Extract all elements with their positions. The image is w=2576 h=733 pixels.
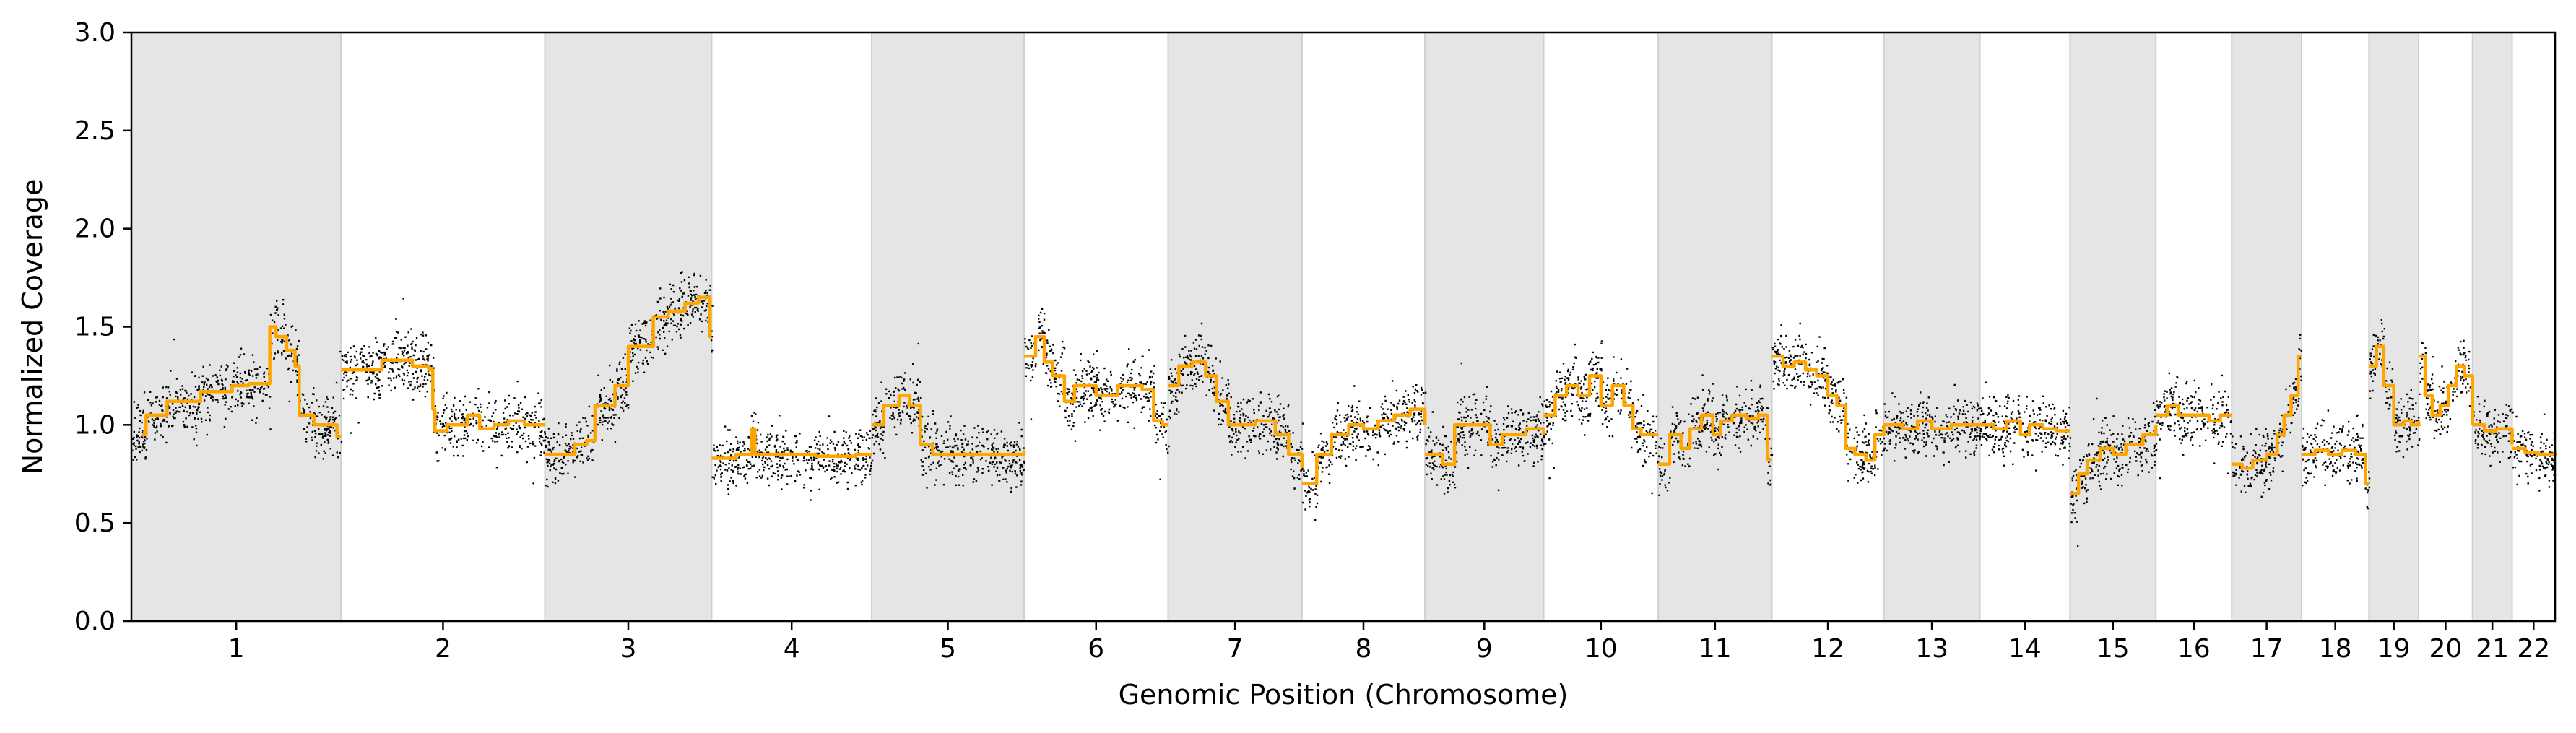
- plot-frame: [130, 31, 2557, 623]
- x-axis-label: Genomic Position (Chromosome): [1119, 679, 1569, 711]
- chromosome-21-shade: [2472, 32, 2512, 621]
- chromosome-8-points: [1301, 380, 1427, 521]
- chromosome-7-shade: [1168, 32, 1302, 621]
- chromosome-20-segment-line: [2419, 355, 2474, 425]
- x-tick-label-5: 5: [940, 634, 956, 664]
- chromosome-2-segment-line: [341, 358, 545, 433]
- chromosome-18-points: [2302, 409, 2371, 510]
- chromosome-15-points: [2070, 397, 2158, 547]
- y-tick-label-2.5: 2.5: [74, 116, 116, 146]
- x-tick-label-14: 14: [2008, 634, 2042, 664]
- chromosome-1-points: [131, 299, 343, 461]
- x-tick-label-16: 16: [2177, 634, 2211, 664]
- x-tick-label-12: 12: [1811, 634, 1844, 664]
- chromosome-16-segment-line: [2156, 403, 2232, 423]
- y-tick-label-1.5: 1.5: [74, 313, 116, 342]
- chromosome-7-segment-line: [1168, 360, 1304, 469]
- chromosome-19-segment-line: [2369, 344, 2421, 427]
- x-tick-label-11: 11: [1699, 634, 1732, 664]
- chromosome-18-segment-line: [2302, 448, 2369, 486]
- chromosome-15-segment-line: [2070, 425, 2158, 495]
- chromosome-1-shade: [131, 32, 342, 621]
- chromosome-17-segment-line: [2232, 355, 2302, 470]
- x-tick-label-3: 3: [620, 634, 637, 664]
- y-axis: 0.0 0.5 1.0 1.5 2.0 2.5 3.0: [74, 18, 131, 636]
- segment-lines: [142, 295, 2557, 495]
- x-tick-label-13: 13: [1915, 634, 1948, 664]
- x-tick-label-7: 7: [1227, 634, 1244, 664]
- chromosome-11-segment-line: [1658, 413, 1772, 466]
- x-tick-label-9: 9: [1476, 634, 1493, 664]
- x-tick-label-15: 15: [2096, 634, 2130, 664]
- chromosome-20-points: [2419, 339, 2474, 439]
- x-axis: 1 2 3 4 5 6 7 8 9 10 11 12 13 14 15 16 17 18 19 20 21 22: [228, 621, 2550, 664]
- chromosome-12-segment-line: [1771, 355, 1886, 462]
- x-tick-label-4: 4: [784, 634, 800, 664]
- y-axis-label: Normalized Coverage: [17, 179, 48, 475]
- chromosome-9-shade: [1425, 32, 1544, 621]
- chromosome-shading: [131, 32, 2513, 621]
- chromosome-19-shade: [2369, 32, 2419, 621]
- chromosome-9-segment-line: [1425, 423, 1545, 466]
- y-tick-label-0.0: 0.0: [74, 607, 116, 636]
- chromosome-1-segment-line: [142, 325, 342, 438]
- x-tick-label-22: 22: [2517, 634, 2550, 664]
- chromosome-14-segment-line: [1979, 419, 2070, 437]
- chromosome-2-points: [341, 298, 547, 485]
- x-tick-label-18: 18: [2319, 634, 2352, 664]
- chromosome-3-segment-line: [545, 295, 712, 456]
- chromosome-22-points: [2512, 413, 2557, 492]
- chromosome-13-points: [1883, 383, 1982, 467]
- chromosome-13-shade: [1883, 32, 1980, 621]
- chromosome-14-points: [1979, 381, 2072, 472]
- y-tick-label-1.0: 1.0: [74, 410, 116, 440]
- x-tick-label-10: 10: [1584, 634, 1618, 664]
- chromosome-9-points: [1425, 362, 1545, 495]
- chromosome-15-shade: [2070, 32, 2156, 621]
- chromosome-17-shade: [2232, 32, 2302, 621]
- chromosome-21-segment-line: [2472, 423, 2514, 445]
- x-tick-label-6: 6: [1088, 634, 1104, 664]
- plot-border: [130, 31, 2557, 623]
- chromosome-5-segment-line: [872, 394, 1026, 456]
- chromosome-4-points: [711, 412, 874, 501]
- chromosome-13-segment-line: [1883, 419, 1980, 431]
- y-tick-label-2.0: 2.0: [74, 214, 116, 244]
- chromosome-21-points: [2473, 396, 2514, 467]
- chromosome-3-shade: [545, 32, 712, 621]
- chromosome-10-points: [1543, 340, 1660, 495]
- chromosome-6-segment-line: [1024, 334, 1168, 427]
- coverage-points: [131, 271, 2557, 547]
- x-tick-label-1: 1: [228, 634, 245, 664]
- chromosome-8-segment-line: [1301, 407, 1427, 486]
- y-tick-label-0.5: 0.5: [74, 508, 116, 538]
- chromosome-5-shade: [871, 32, 1025, 621]
- x-tick-label-21: 21: [2476, 634, 2509, 664]
- x-tick-label-19: 19: [2377, 634, 2411, 664]
- chromosome-10-segment-line: [1543, 374, 1659, 437]
- x-tick-label-2: 2: [435, 634, 451, 664]
- x-tick-label-8: 8: [1356, 634, 1372, 664]
- chromosome-11-shade: [1658, 32, 1772, 621]
- x-tick-label-17: 17: [2250, 634, 2284, 664]
- chromosome-4-segment-line: [711, 427, 872, 460]
- chromosome-16-points: [2156, 372, 2234, 480]
- x-tick-label-20: 20: [2429, 634, 2463, 664]
- y-tick-label-3.0: 3.0: [74, 18, 116, 48]
